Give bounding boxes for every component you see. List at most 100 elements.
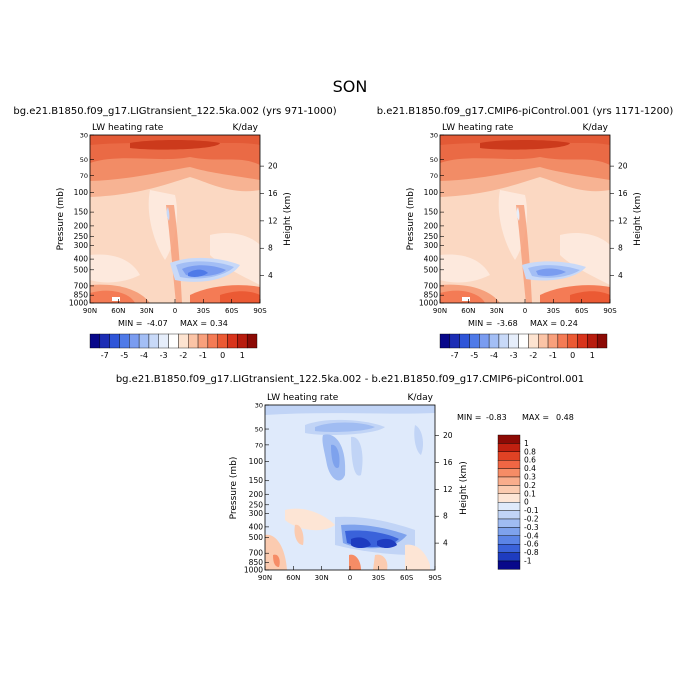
lat-tick-label: 60S [575,307,589,315]
height-tick-label: 4 [618,271,623,280]
lat-tick-label: 30S [372,574,386,582]
pressure-tick-label: 250 [424,232,439,241]
panel3-colorbar: 10.80.60.40.30.20.10-0.1-0.2-0.3-0.4-0.6… [497,434,539,570]
colorbar-swatch [497,434,521,444]
panel2-min-label: MIN = [468,319,493,328]
pressure-tick-label: 1000 [69,299,88,308]
height-tick-label: 20 [618,162,628,171]
colorbar-swatch [99,333,110,349]
panel3-units: K/day [408,393,434,403]
colorbar-swatch [479,333,490,349]
lat-tick-label: 60N [461,307,475,315]
season-title: SON [333,77,368,96]
colorbar-label: 1 [240,351,245,360]
colorbar-swatch [109,333,120,349]
height-tick-label: 16 [268,189,278,198]
panel3-plot [264,404,436,571]
panel3-ylabel: Pressure (mb) [229,457,239,520]
colorbar-swatch [577,333,588,349]
height-tick-label: 20 [268,162,278,171]
pressure-tick-label: 1000 [244,566,263,575]
colorbar-label: 1 [524,439,529,448]
panel2-var-label: LW heating rate [442,123,514,133]
colorbar-swatch [528,333,539,349]
colorbar-label: 0.8 [524,447,536,456]
colorbar-label: -0.1 [524,506,539,515]
colorbar-swatch [497,485,521,494]
colorbar-label: -2 [529,351,537,360]
colorbar-label: 0 [570,351,575,360]
lat-tick-label: 90N [258,574,272,582]
height-tick-label: 12 [443,485,453,494]
pressure-tick-label: 200 [74,221,89,230]
colorbar-swatch [129,333,140,349]
colorbar-swatch [547,333,559,349]
colorbar-label: -7 [451,351,459,360]
height-tick-label: 4 [268,271,273,280]
colorbar-swatch [497,552,521,562]
colorbar-swatch [497,443,521,452]
height-tick-label: 8 [268,244,273,253]
lat-tick-label: 30N [315,574,329,582]
colorbar-swatch [508,333,519,349]
pressure-tick-label: 700 [74,281,89,290]
panel1-var-label: LW heating rate [92,123,164,133]
colorbar-swatch [158,333,169,349]
panel2-ylabel: Pressure (mb) [406,188,416,251]
colorbar-label: 1 [590,351,595,360]
lat-tick-label: 90N [83,307,97,315]
colorbar-swatch [497,451,521,461]
pressure-tick-label: 500 [424,265,439,274]
panel1-ylabel-right: Height (km) [283,192,293,246]
colorbar-swatch [497,460,521,469]
pressure-tick-label: 70 [430,172,438,180]
colorbar-label: -4 [140,351,148,360]
pressure-tick-label: 500 [74,265,89,274]
pressure-tick-label: 30 [80,132,88,140]
pressure-tick-label: 100 [74,188,89,197]
pressure-tick-label: 850 [249,558,264,567]
pressure-tick-label: 150 [249,476,264,485]
colorbar-label: 0 [220,351,225,360]
colorbar-label: -0.4 [524,531,539,540]
colorbar-label: 0.6 [524,456,536,465]
colorbar-swatch [469,333,480,349]
panel2-title: b.e21.B1850.f09_g17.CMIP6-piControl.001 … [377,106,674,117]
colorbar-swatch [227,333,238,349]
colorbar-label: -5 [470,351,478,360]
panel1-height-ticks: 20 16 12 8 4 [260,162,278,280]
pressure-tick-label: 300 [249,509,264,518]
pressure-tick-label: 100 [249,457,264,466]
colorbar-swatch [237,333,248,349]
colorbar-swatch [497,510,521,520]
panel2-plot [439,134,611,304]
panel2-max-label: MAX = [530,319,557,328]
panel2-ylabel-right: Height (km) [633,192,643,246]
pressure-tick-label: 70 [255,441,263,449]
pressure-tick-label: 50 [80,156,88,164]
colorbar-swatch [119,333,130,349]
colorbar-swatch [497,527,521,537]
panel1-colorbar: -7 -5 -4 -3 -2 -1 0 1 [89,333,258,360]
pressure-tick-label: 150 [424,208,439,217]
colorbar-swatch [178,333,189,349]
colorbar-swatch [497,518,521,528]
colorbar-swatch [439,333,451,349]
pressure-tick-label: 700 [249,549,264,558]
lat-tick-label: 0 [173,307,177,315]
colorbar-label: -1 [199,351,207,360]
colorbar-swatch [596,333,608,349]
colorbar-swatch [168,333,179,349]
lat-tick-label: 30N [140,307,154,315]
colorbar-label: -0.6 [524,540,539,549]
colorbar-swatch [497,560,521,570]
colorbar-swatch [497,535,521,545]
panel1-ylabel: Pressure (mb) [56,188,66,251]
pressure-tick-label: 300 [424,241,439,250]
pressure-tick-label: 400 [424,255,439,264]
panel2-field [440,135,610,303]
colorbar-swatch [518,333,529,349]
colorbar-swatch [497,544,521,553]
